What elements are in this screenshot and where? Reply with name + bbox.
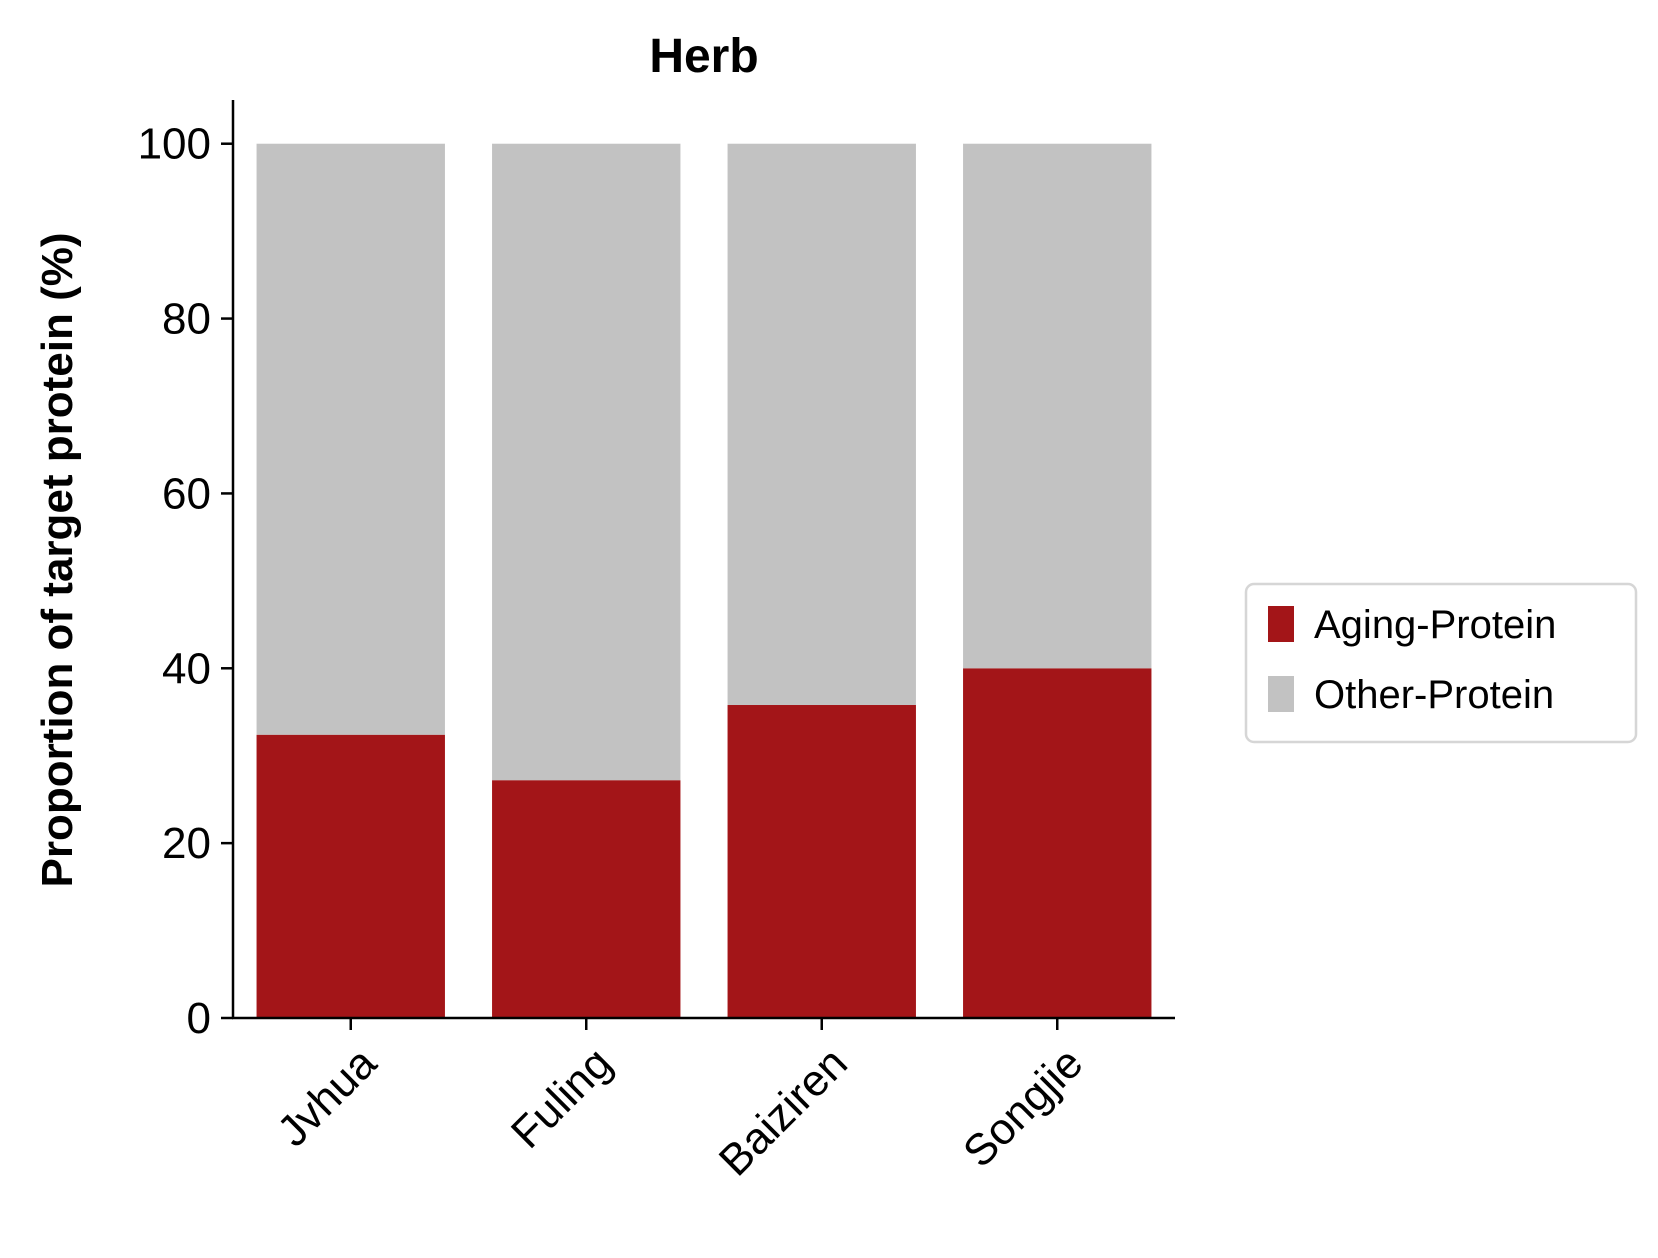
bar-fuling-other-protein xyxy=(492,143,681,781)
x-tick-label-fuling: Fuling xyxy=(502,1038,621,1157)
legend-label-other-protein: Other-Protein xyxy=(1314,673,1554,717)
y-tick-label: 100 xyxy=(138,120,211,169)
chart-title: Herb xyxy=(649,30,758,83)
y-axis-label: Proportion of target protein (%) xyxy=(33,232,82,887)
bar-jvhua-other-protein xyxy=(256,143,445,735)
bar-fuling-aging-protein xyxy=(492,780,681,1018)
bar-songjie-aging-protein xyxy=(963,668,1152,1018)
bar-baiziren-other-protein xyxy=(727,143,916,706)
y-tick-label: 0 xyxy=(187,994,211,1043)
legend-swatch-other-protein xyxy=(1268,676,1294,712)
legend-swatch-aging-protein xyxy=(1268,606,1294,642)
bar-jvhua-aging-protein xyxy=(256,734,445,1018)
x-tick-label-songjie: Songjie xyxy=(954,1038,1092,1176)
y-tick-label: 20 xyxy=(162,819,211,868)
y-tick-label: 80 xyxy=(162,295,211,344)
x-tick-label-baiziren: Baiziren xyxy=(710,1038,857,1185)
plot-area: 0 20 40 60 80 100 Jvhua Fuling Baiziren Songjie xyxy=(138,100,1175,1185)
x-tick-label-jvhua: Jvhua xyxy=(268,1038,386,1156)
legend: Aging-Protein Other-Protein xyxy=(1244,582,1638,744)
y-tick-label: 60 xyxy=(162,469,211,518)
bar-baiziren-aging-protein xyxy=(727,705,916,1018)
y-tick-label: 40 xyxy=(162,644,211,693)
legend-label-aging-protein: Aging-Protein xyxy=(1314,603,1556,647)
legend-box xyxy=(1244,582,1638,744)
bar-songjie-other-protein xyxy=(963,143,1152,669)
